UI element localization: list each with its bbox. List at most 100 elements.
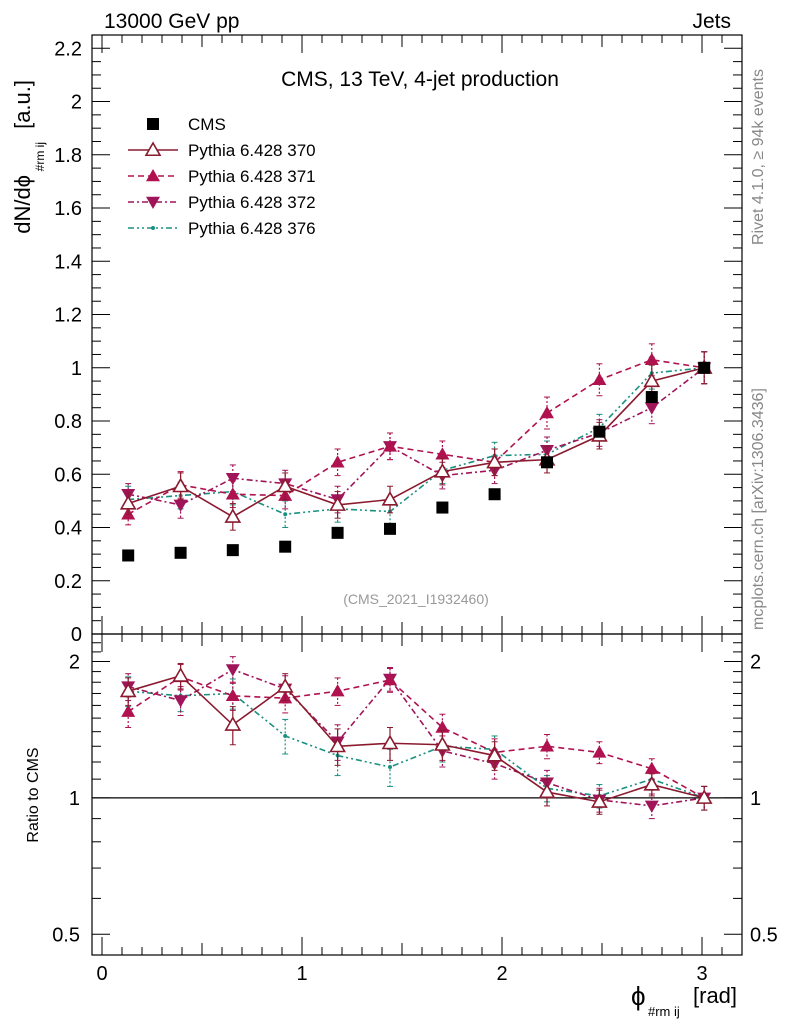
- main-point: [173, 499, 188, 512]
- main-line-1: [127, 358, 705, 515]
- ratio-point: [329, 737, 346, 753]
- ratio-point: [119, 682, 137, 698]
- x-tick-label: 3: [696, 963, 707, 985]
- chart-title: CMS, 13 TeV, 4-jet production: [281, 68, 559, 91]
- svg-text:dN/dϕ: dN/dϕ: [10, 175, 35, 234]
- ratio-line-3: [128, 690, 705, 799]
- y-tick-label: 1.8: [54, 145, 82, 167]
- series-main-1: [121, 343, 712, 526]
- main-point: [172, 477, 189, 493]
- source-label: mcplots.cern.ch [arXiv:1306.3436]: [750, 388, 767, 630]
- x-axis-title-sub: #rm ij: [648, 1004, 680, 1019]
- ratio-point: [591, 793, 608, 808]
- ratio-point: [381, 734, 399, 750]
- main-point: [592, 372, 607, 386]
- legend-label: Pythia 6.428 370: [188, 141, 316, 160]
- ratio-point: [538, 783, 556, 799]
- main-point: [434, 462, 451, 478]
- data-point: [122, 549, 135, 562]
- data-point: [593, 425, 606, 438]
- main-line-3: [128, 366, 705, 516]
- x-tick-label: 0: [96, 963, 107, 985]
- legend-marker: [144, 141, 162, 157]
- data-point: [279, 540, 292, 553]
- legend-label: Pythia 6.428 372: [188, 193, 316, 212]
- ratio-point: [643, 775, 661, 791]
- ratio-point: [224, 716, 242, 731]
- y-tick-label: 0.6: [54, 464, 82, 486]
- ratio-point: [383, 673, 397, 686]
- main-point: [383, 439, 397, 452]
- main-point: [283, 512, 288, 517]
- ratio-tick-label: 0.5: [52, 924, 80, 946]
- main-line-0: [127, 367, 705, 518]
- y-tick-label: 1.6: [54, 198, 82, 220]
- data-point: [488, 488, 501, 501]
- ratio-point: [225, 664, 240, 677]
- ratio-point: [644, 800, 659, 813]
- category-label: Jets: [692, 10, 731, 33]
- main-point: [330, 455, 345, 468]
- y-tick-label: 1.2: [54, 305, 82, 327]
- data-point: [645, 391, 658, 404]
- series-main-3: [125, 351, 708, 529]
- ratio-point: [434, 736, 451, 751]
- series-ratio-0: [119, 662, 713, 815]
- y-axis-title-sub: #rm ij: [33, 142, 47, 171]
- ratio-axis-title: Ratio to CMS: [25, 747, 42, 842]
- ratio-point: [486, 746, 503, 762]
- y-tick-label: 1: [71, 358, 82, 380]
- y-tick-label: 0: [71, 624, 82, 646]
- y-axis-title-unit: [a.u.]: [10, 80, 35, 129]
- main-point: [643, 372, 661, 388]
- x-axis-title-unit: [rad]: [693, 983, 737, 1008]
- main-point: [119, 494, 137, 510]
- legend-entry: CMS: [147, 115, 226, 134]
- data-point: [541, 456, 553, 469]
- ratio-point: [173, 695, 188, 708]
- main-point: [276, 477, 294, 493]
- ratio-point: [225, 688, 240, 702]
- data-point: [174, 546, 187, 559]
- ratio-tick-label: 2: [69, 651, 80, 673]
- y-axis-title-main: dN/dϕ: [10, 175, 35, 234]
- y-tick-label: 2: [71, 92, 82, 114]
- data-point: [698, 361, 711, 374]
- ratio-line-0: [127, 674, 705, 803]
- main-line-2: [128, 367, 705, 506]
- ratio-panel-frame: [91, 633, 743, 956]
- data-series-cms: [122, 361, 711, 562]
- ratio-line-2: [127, 668, 705, 807]
- ratio-point: [283, 733, 288, 738]
- ratio-point: [172, 667, 189, 682]
- ratio-tick-label: 1: [69, 788, 80, 810]
- legend-entry: Pythia 6.428 376: [128, 219, 316, 238]
- main-point: [225, 487, 240, 500]
- series-main-0: [119, 351, 713, 531]
- ratio-tick-label-right: 1: [750, 788, 761, 810]
- data-point: [384, 522, 396, 535]
- legend-marker: [146, 196, 160, 209]
- legend-marker: [147, 118, 159, 130]
- legend: CMS Pythia 6.428 370 Pythia 6.428 371 Pythi…: [128, 115, 316, 238]
- y-tick-label: 0.4: [54, 518, 82, 540]
- ratio-point: [695, 789, 713, 804]
- legend-marker: [151, 226, 155, 230]
- data-point: [436, 501, 449, 514]
- legend-entry: Pythia 6.428 372: [128, 193, 316, 212]
- y-tick-label: 0.2: [54, 571, 82, 593]
- main-point: [486, 453, 503, 469]
- legend-label: Pythia 6.428 371: [188, 167, 316, 186]
- main-point: [540, 406, 554, 419]
- svg-text:[a.u.]: [a.u.]: [10, 80, 35, 129]
- main-point: [225, 473, 240, 486]
- rivet-label: Rivet 4.1.0, ≥ 94k events: [750, 69, 767, 245]
- y-axis-title: [a.u.] #rm ij dN/dϕ: [10, 80, 47, 234]
- legend-marker: [146, 169, 160, 182]
- ratio-point: [435, 720, 450, 733]
- x-axis-title: ϕ #rm ij [rad]: [631, 981, 737, 1019]
- ratio-tick-label-right: 0.5: [750, 924, 778, 946]
- main-point: [381, 490, 399, 506]
